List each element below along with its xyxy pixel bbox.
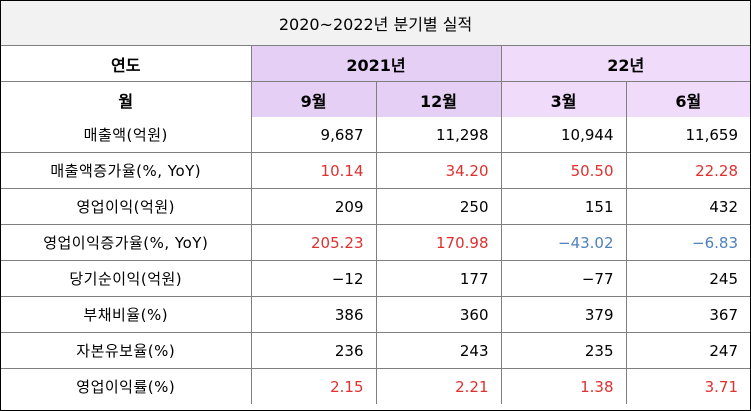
value-cell: 11,298 [375, 117, 502, 153]
month-header-sep: 9월 [250, 81, 377, 117]
row-label: 매출액증가율(%, YoY) [1, 152, 252, 189]
table-row: 자본유보율(%) 236 243 235 247 [1, 332, 751, 369]
row-label: 영업이익증가율(%, YoY) [1, 224, 252, 261]
quarterly-performance-table: 연도 2021년 22년 월 9월 12월 3월 6월 매출액(억원) 9,687… [1, 46, 751, 404]
row-label: 영업이익률(%) [1, 368, 252, 404]
row-label: 당기순이익(억원) [1, 260, 252, 297]
table-row: 영업이익률(%) 2.15 2.21 1.38 3.71 [1, 368, 751, 404]
table-row: 매출액증가율(%, YoY) 10.14 34.20 50.50 22.28 [1, 152, 751, 189]
value-cell: 9,687 [250, 117, 377, 153]
value-cell: 3.71 [625, 368, 751, 404]
table-row: 매출액(억원) 9,687 11,298 10,944 11,659 [1, 117, 751, 153]
value-cell: 386 [250, 296, 377, 333]
value-cell: 209 [250, 188, 377, 225]
row-label: 부채비율(%) [1, 296, 252, 333]
month-header-mar: 3월 [500, 81, 627, 117]
table-row: 영업이익(억원) 209 250 151 432 [1, 188, 751, 225]
month-header-row: 월 9월 12월 3월 6월 [1, 81, 751, 117]
row-label: 자본유보율(%) [1, 332, 252, 369]
value-cell: 2.15 [250, 368, 377, 404]
value-cell: −12 [250, 260, 377, 297]
value-cell: 379 [500, 296, 627, 333]
year-2021-header: 2021년 [250, 46, 502, 82]
value-cell: 367 [625, 296, 751, 333]
row-label: 영업이익(억원) [1, 188, 252, 225]
value-cell: 2.21 [375, 368, 502, 404]
value-cell: 11,659 [625, 117, 751, 153]
table-row: 부채비율(%) 386 360 379 367 [1, 296, 751, 333]
value-cell: 250 [375, 188, 502, 225]
value-cell: 247 [625, 332, 751, 369]
value-cell: 360 [375, 296, 502, 333]
value-cell: 170.98 [375, 224, 502, 261]
table-row: 영업이익증가율(%, YoY) 205.23 170.98 −43.02 −6.83 [1, 224, 751, 261]
value-cell: 10,944 [500, 117, 627, 153]
value-cell: 177 [375, 260, 502, 297]
value-cell: 235 [500, 332, 627, 369]
table-title: 2020~2022년 분기별 실적 [1, 1, 750, 46]
value-cell: 22.28 [625, 152, 751, 189]
value-cell: −43.02 [500, 224, 627, 261]
value-cell: 205.23 [250, 224, 377, 261]
year-label-cell: 연도 [1, 46, 252, 82]
year-header-row: 연도 2021년 22년 [1, 46, 751, 82]
value-cell: 245 [625, 260, 751, 297]
year-22-header: 22년 [500, 46, 751, 82]
month-label-cell: 월 [1, 81, 252, 117]
value-cell: 243 [375, 332, 502, 369]
value-cell: 236 [250, 332, 377, 369]
row-label: 매출액(억원) [1, 117, 252, 153]
month-header-dec: 12월 [375, 81, 502, 117]
value-cell: 151 [500, 188, 627, 225]
table-row: 당기순이익(억원) −12 177 −77 245 [1, 260, 751, 297]
month-header-jun: 6월 [625, 81, 751, 117]
value-cell: −6.83 [625, 224, 751, 261]
value-cell: −77 [500, 260, 627, 297]
value-cell: 34.20 [375, 152, 502, 189]
value-cell: 10.14 [250, 152, 377, 189]
value-cell: 50.50 [500, 152, 627, 189]
value-cell: 1.38 [500, 368, 627, 404]
value-cell: 432 [625, 188, 751, 225]
